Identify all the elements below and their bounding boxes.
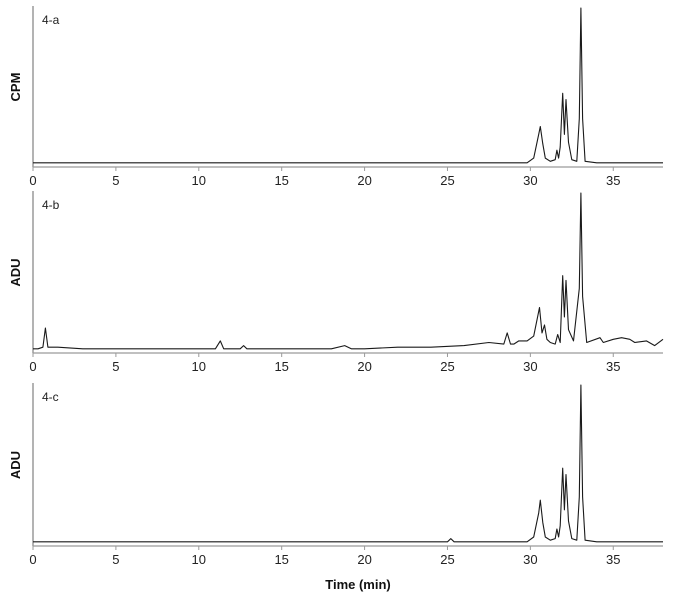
chromatogram-trace: [33, 192, 664, 350]
x-tick-label: 10: [192, 552, 206, 567]
x-tick-label: 5: [112, 173, 119, 188]
x-tick-label: 35: [606, 359, 620, 374]
x-tick-label: 30: [523, 552, 537, 567]
x-tick-label: 15: [274, 552, 288, 567]
x-tick-label: 35: [606, 552, 620, 567]
x-tick-label: 25: [440, 552, 454, 567]
x-tick-label: 15: [274, 359, 288, 374]
x-axis-label: Time (min): [325, 577, 391, 592]
x-tick-label: 0: [29, 552, 36, 567]
chromatogram-trace: [33, 7, 663, 164]
x-tick-label: 10: [192, 173, 206, 188]
panel-label: 4-a: [42, 13, 60, 27]
x-tick-label: 30: [523, 173, 537, 188]
x-tick-label: 35: [606, 173, 620, 188]
x-tick-label: 5: [112, 552, 119, 567]
y-axis-label: ADU: [8, 451, 23, 479]
y-axis-label: ADU: [8, 258, 23, 286]
chromatogram-trace: [33, 384, 663, 543]
x-tick-label: 25: [440, 173, 454, 188]
x-tick-label: 10: [192, 359, 206, 374]
panel-label: 4-b: [42, 198, 60, 212]
x-tick-label: 5: [112, 359, 119, 374]
x-tick-label: 20: [357, 359, 371, 374]
x-tick-label: 0: [29, 173, 36, 188]
x-tick-label: 20: [357, 173, 371, 188]
y-axis-label: CPM: [8, 73, 23, 102]
x-tick-label: 30: [523, 359, 537, 374]
panel-label: 4-c: [42, 390, 59, 404]
x-tick-label: 25: [440, 359, 454, 374]
x-tick-label: 15: [274, 173, 288, 188]
x-tick-label: 0: [29, 359, 36, 374]
x-tick-label: 20: [357, 552, 371, 567]
